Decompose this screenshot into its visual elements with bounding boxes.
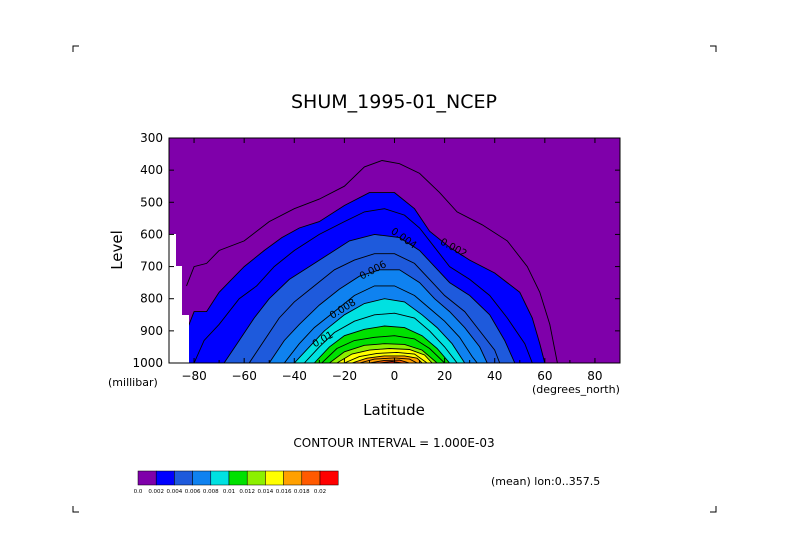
colorbar-label: 0.02 (314, 489, 326, 495)
x-tick-label: 40 (487, 369, 502, 383)
contour-line-0.007 (283, 285, 478, 363)
colorbar-swatch (192, 470, 212, 486)
contour-line-0.014 (344, 351, 428, 363)
x-tick-label: 0 (391, 369, 399, 383)
x-units-label: (degrees_north) (532, 383, 620, 396)
y-units-label: (millibar) (108, 376, 158, 389)
colorbar-swatch (246, 470, 266, 486)
contour-line-0.011 (321, 335, 445, 363)
contour-line-0.006 (268, 269, 488, 363)
colorbar-labels: 0.0 0.002 0.004 0.006 0.008 0.01 0.012 0.014 0.0… (134, 489, 327, 495)
contour-line-0.013 (336, 348, 433, 363)
y-axis-ticks: 300 400 500 600 700 800 900 1000 (132, 131, 620, 370)
y-tick-label: 700 (140, 260, 163, 274)
colorbar-label: 0.012 (239, 489, 255, 495)
y-tick-label: 300 (140, 131, 163, 145)
colorbar-swatch (228, 470, 248, 486)
colorbar-label: 0.008 (203, 489, 219, 495)
contour-line-0.01 (313, 325, 450, 363)
colorbar-label: 0.002 (148, 489, 164, 495)
colorbar (137, 470, 339, 486)
y-tick-label: 600 (140, 227, 163, 241)
contour-line-0.008 (293, 298, 466, 363)
chart-title: SHUM_1995-01_NCEP (291, 91, 497, 113)
contour-line-0.009 (303, 312, 458, 363)
y-axis-label: Level (108, 230, 126, 270)
colorbar-swatch (155, 470, 175, 486)
colorbar-swatch (265, 470, 284, 486)
colorbar-swatch (283, 470, 303, 486)
x-tick-label: −60 (232, 369, 257, 383)
x-tick-label: 80 (587, 369, 602, 383)
colorbar-label: 0.006 (185, 489, 201, 495)
crop-marks (72, 45, 717, 513)
x-tick-label: −20 (332, 369, 357, 383)
contour-interval-text: CONTOUR INTERVAL = 1.000E-03 (293, 436, 494, 450)
plot-area (169, 138, 620, 363)
colorbar-swatch (137, 470, 157, 486)
x-tick-label: −40 (282, 369, 307, 383)
x-tick-label: 20 (437, 369, 452, 383)
colorbar-label: 0.0 (134, 489, 143, 495)
contour-line-0.001 (186, 160, 558, 363)
colorbar-label: 0.016 (276, 489, 292, 495)
contour-line-0.004 (223, 233, 516, 363)
x-tick-label: −80 (181, 369, 206, 383)
contour-line-0.012 (329, 343, 438, 363)
x-axis-ticks: −80 −60 −40 −20 0 20 40 60 80 (168, 138, 621, 383)
colorbar-swatch (174, 470, 193, 486)
contour-line-0.003 (193, 208, 533, 363)
x-axis-label: Latitude (363, 401, 425, 419)
colorbar-label: 0.014 (258, 489, 274, 495)
colorbar-swatch (210, 470, 230, 486)
colorbar-swatch (319, 470, 339, 486)
y-tick-label: 500 (140, 195, 163, 209)
y-tick-label: 1000 (132, 356, 163, 370)
contour-line-0.002 (173, 192, 546, 363)
y-tick-label: 400 (140, 163, 163, 177)
colorbar-swatch (301, 470, 321, 486)
contour-lines (173, 160, 558, 363)
contour-line-0.015 (351, 355, 423, 363)
colorbar-label: 0.004 (167, 489, 183, 495)
colorbar-label: 0.018 (294, 489, 310, 495)
colorbar-label: 0.01 (223, 489, 235, 495)
contour-line-0.018 (379, 360, 403, 363)
mean-lon-text: (mean) lon:0..357.5 (491, 475, 600, 488)
contour-line-0.005 (248, 253, 501, 363)
y-tick-label: 900 (140, 324, 163, 338)
x-tick-label: 60 (537, 369, 552, 383)
contour-line-0.017 (369, 359, 410, 363)
y-tick-label: 800 (140, 292, 163, 306)
